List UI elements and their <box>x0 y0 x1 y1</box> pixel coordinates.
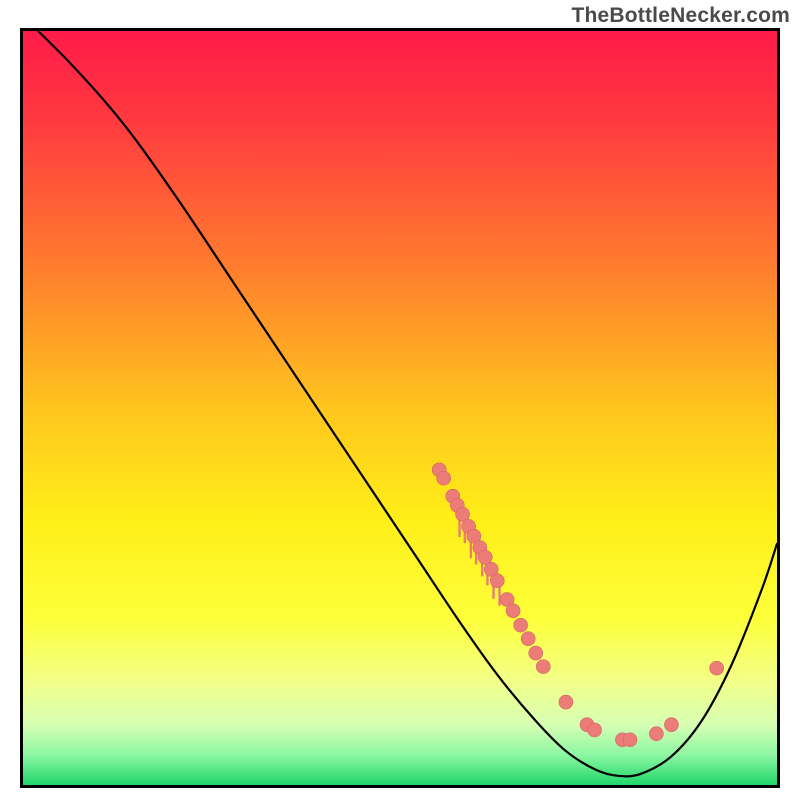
data-marker <box>536 660 550 674</box>
gradient-background <box>23 31 777 785</box>
data-marker <box>710 661 724 675</box>
data-marker <box>490 574 504 588</box>
data-marker <box>588 723 602 737</box>
data-marker <box>521 632 535 646</box>
data-marker <box>529 646 543 660</box>
data-marker <box>514 618 528 632</box>
watermark-text: TheBottleNecker.com <box>571 4 790 28</box>
data-marker <box>664 718 678 732</box>
data-marker <box>559 695 573 709</box>
data-marker <box>623 733 637 747</box>
data-marker <box>506 604 520 618</box>
data-marker <box>437 471 451 485</box>
data-marker <box>649 727 663 741</box>
chart-container: TheBottleNecker.com <box>0 0 800 800</box>
plot-frame <box>20 28 780 788</box>
plot-svg <box>23 31 777 785</box>
